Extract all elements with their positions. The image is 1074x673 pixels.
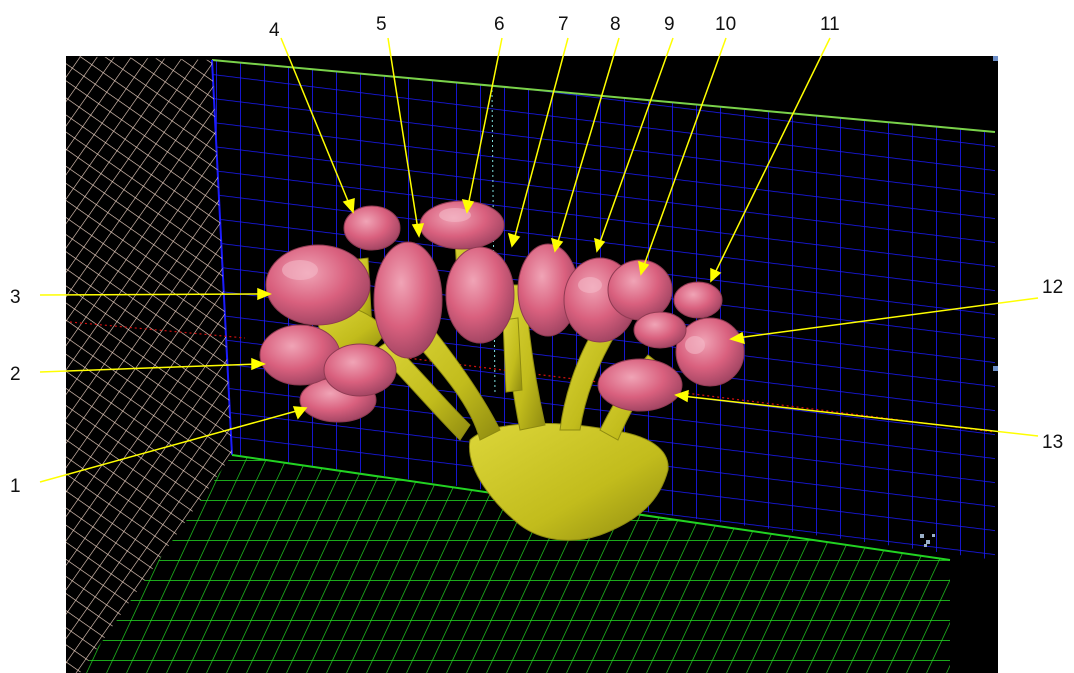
leader-lines — [39, 37, 1039, 483]
lobe-4 — [343, 205, 401, 251]
label-10: 10 — [715, 14, 736, 35]
label-numbers: 1 2 3 4 5 6 7 8 9 10 11 12 13 — [10, 14, 1063, 497]
cyan-guide-line — [491, 89, 496, 396]
lobe-6 — [419, 200, 505, 250]
lobe-cluster — [259, 200, 745, 423]
lobe-11 — [673, 281, 723, 319]
lobe-7 — [445, 246, 515, 344]
label-1: 1 — [10, 476, 21, 497]
lobe-13 — [597, 358, 683, 412]
label-2: 2 — [10, 364, 21, 385]
label-12: 12 — [1042, 277, 1063, 298]
label-3: 3 — [10, 287, 21, 308]
label-13: 13 — [1042, 432, 1063, 453]
label-7: 7 — [558, 14, 569, 35]
lobe-extra-b — [633, 311, 687, 349]
lobe-highlights — [282, 208, 705, 354]
label-8: 8 — [610, 14, 621, 35]
lobe-5 — [373, 241, 443, 359]
label-6: 6 — [494, 14, 505, 35]
label-9: 9 — [664, 14, 675, 35]
corner-marker — [993, 56, 998, 61]
label-11: 11 — [820, 14, 840, 35]
left-wall-grid — [66, 56, 232, 673]
lobe-3 — [265, 244, 371, 326]
axis-widget — [920, 534, 935, 547]
corner-marker — [993, 366, 998, 371]
label-5: 5 — [376, 14, 387, 35]
lobe-extra-a — [323, 343, 397, 397]
lobe-12 — [675, 317, 745, 387]
label-4: 4 — [269, 20, 280, 41]
stem-structure — [317, 237, 669, 541]
